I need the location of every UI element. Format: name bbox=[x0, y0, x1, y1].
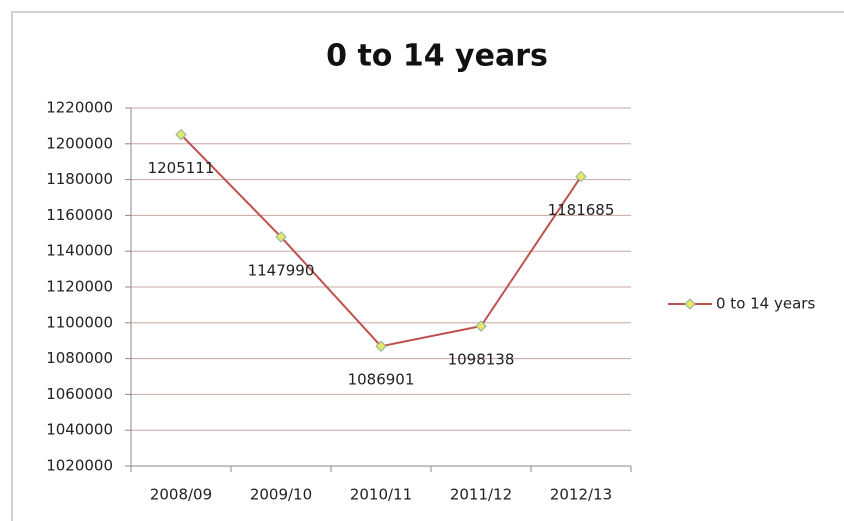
y-tick-label: 1080000 bbox=[46, 349, 113, 367]
y-tick-label: 1160000 bbox=[46, 206, 113, 224]
legend-label: 0 to 14 years bbox=[716, 295, 815, 313]
x-tick-label: 2010/11 bbox=[350, 486, 412, 504]
data-point bbox=[375, 340, 387, 352]
chart-border bbox=[11, 11, 844, 521]
legend-marker bbox=[684, 298, 696, 310]
data-point bbox=[475, 320, 487, 332]
y-tick-label: 1100000 bbox=[46, 313, 113, 331]
data-line bbox=[180, 133, 582, 348]
data-label: 1181685 bbox=[548, 201, 615, 219]
data-point bbox=[175, 128, 187, 141]
y-tick-label: 1060000 bbox=[46, 385, 113, 403]
data-label: 1205111 bbox=[148, 159, 215, 177]
x-tick-label: 2012/13 bbox=[550, 486, 612, 504]
data-label: 1098138 bbox=[448, 351, 515, 369]
y-tick-label: 1020000 bbox=[46, 457, 113, 475]
y-tick-label: 1220000 bbox=[46, 99, 113, 117]
data-label: 1086901 bbox=[348, 371, 415, 389]
x-tick-label: 2011/12 bbox=[450, 486, 512, 504]
data-point bbox=[575, 170, 587, 183]
y-tick-label: 1180000 bbox=[46, 170, 113, 188]
data-point bbox=[275, 231, 287, 243]
y-tick-label: 1140000 bbox=[46, 242, 113, 260]
y-tick-label: 1200000 bbox=[46, 134, 113, 152]
y-tick-label: 1120000 bbox=[46, 278, 113, 296]
y-tick-label: 1040000 bbox=[46, 421, 113, 439]
x-tick-label: 2008/09 bbox=[150, 486, 212, 504]
x-tick-label: 2009/10 bbox=[250, 486, 312, 504]
data-label: 1147990 bbox=[248, 261, 315, 279]
chart-title: 0 to 14 years bbox=[326, 39, 548, 74]
